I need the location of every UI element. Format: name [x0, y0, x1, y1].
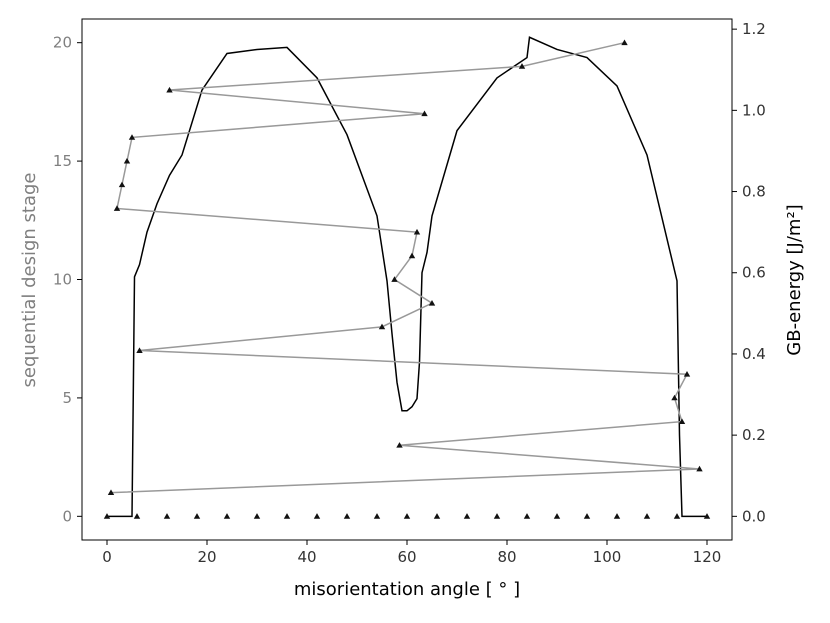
y-right-tick-label: 1.2	[742, 20, 766, 38]
energy-curve-layer	[107, 36, 707, 518]
design-point	[378, 323, 386, 330]
design-point	[408, 252, 416, 259]
y-left-tick-label: 10	[53, 271, 72, 289]
initial-point	[103, 513, 111, 519]
y-left-axis-label: sequential design stage	[19, 173, 40, 388]
marker-layer	[103, 39, 711, 519]
y-right-tick-label: 1.0	[742, 101, 766, 119]
x-axis-ticks: 0 20 40 60 80 100 120	[102, 540, 721, 566]
initial-point	[373, 513, 381, 519]
y-right-axis-ticks: 0.0 0.2 0.4 0.6 0.8 1.0 1.2	[732, 20, 766, 525]
y-left-axis-ticks: 0 5 10 15 20	[53, 34, 82, 525]
design-point	[396, 442, 403, 448]
plot-area	[82, 19, 732, 540]
design-point	[391, 276, 398, 282]
design-path-layer	[110, 41, 700, 494]
design-point	[621, 39, 628, 46]
initial-point	[313, 513, 321, 519]
y-right-tick-label: 0.0	[742, 507, 766, 525]
initial-point	[133, 513, 141, 519]
design-point	[113, 205, 121, 211]
initial-point	[523, 513, 531, 519]
x-tick-label: 20	[197, 548, 216, 566]
initial-point	[703, 513, 711, 519]
initial-point	[253, 513, 261, 519]
design-point	[413, 228, 421, 235]
design-point	[678, 418, 686, 424]
x-tick-label: 60	[397, 548, 416, 566]
initial-point	[583, 513, 591, 519]
initial-point	[643, 513, 651, 519]
y-right-tick-label: 0.6	[742, 264, 766, 282]
design-point	[166, 86, 173, 93]
initial-point	[493, 513, 501, 519]
design-point	[683, 371, 691, 377]
x-tick-label: 100	[593, 548, 622, 566]
x-tick-label: 40	[297, 548, 316, 566]
initial-point	[463, 513, 471, 519]
x-tick-label: 0	[102, 548, 112, 566]
x-axis-label: misorientation angle [ ° ]	[294, 579, 520, 600]
y-right-axis-label: GB-energy [J/m²]	[784, 204, 805, 355]
y-right-tick-label: 0.8	[742, 183, 766, 201]
x-tick-label: 120	[693, 548, 722, 566]
design-point	[696, 465, 703, 472]
y-right-tick-label: 0.4	[742, 345, 766, 363]
design-path-line	[110, 41, 700, 494]
initial-point	[343, 513, 351, 519]
design-point	[421, 110, 428, 117]
design-point	[107, 489, 115, 496]
y-left-tick-label: 20	[53, 34, 72, 52]
design-point	[136, 347, 143, 353]
initial-point	[283, 513, 291, 519]
initial-point	[613, 513, 621, 519]
design-point	[671, 394, 678, 401]
design-point	[118, 181, 126, 188]
initial-point	[223, 513, 231, 519]
design-point	[518, 63, 526, 69]
design-point	[128, 134, 136, 140]
initial-point	[673, 513, 681, 519]
initial-point	[553, 513, 561, 519]
x-tick-label: 80	[497, 548, 516, 566]
initial-point	[163, 513, 171, 519]
y-left-tick-label: 5	[62, 389, 72, 407]
design-point	[428, 299, 436, 306]
initial-point	[433, 513, 441, 519]
y-left-tick-label: 0	[62, 507, 72, 525]
design-point	[123, 157, 131, 164]
initial-point	[193, 513, 201, 519]
gb-energy-line	[107, 36, 707, 518]
y-right-tick-label: 0.2	[742, 426, 766, 444]
initial-point	[403, 513, 411, 519]
y-left-tick-label: 15	[53, 152, 72, 170]
